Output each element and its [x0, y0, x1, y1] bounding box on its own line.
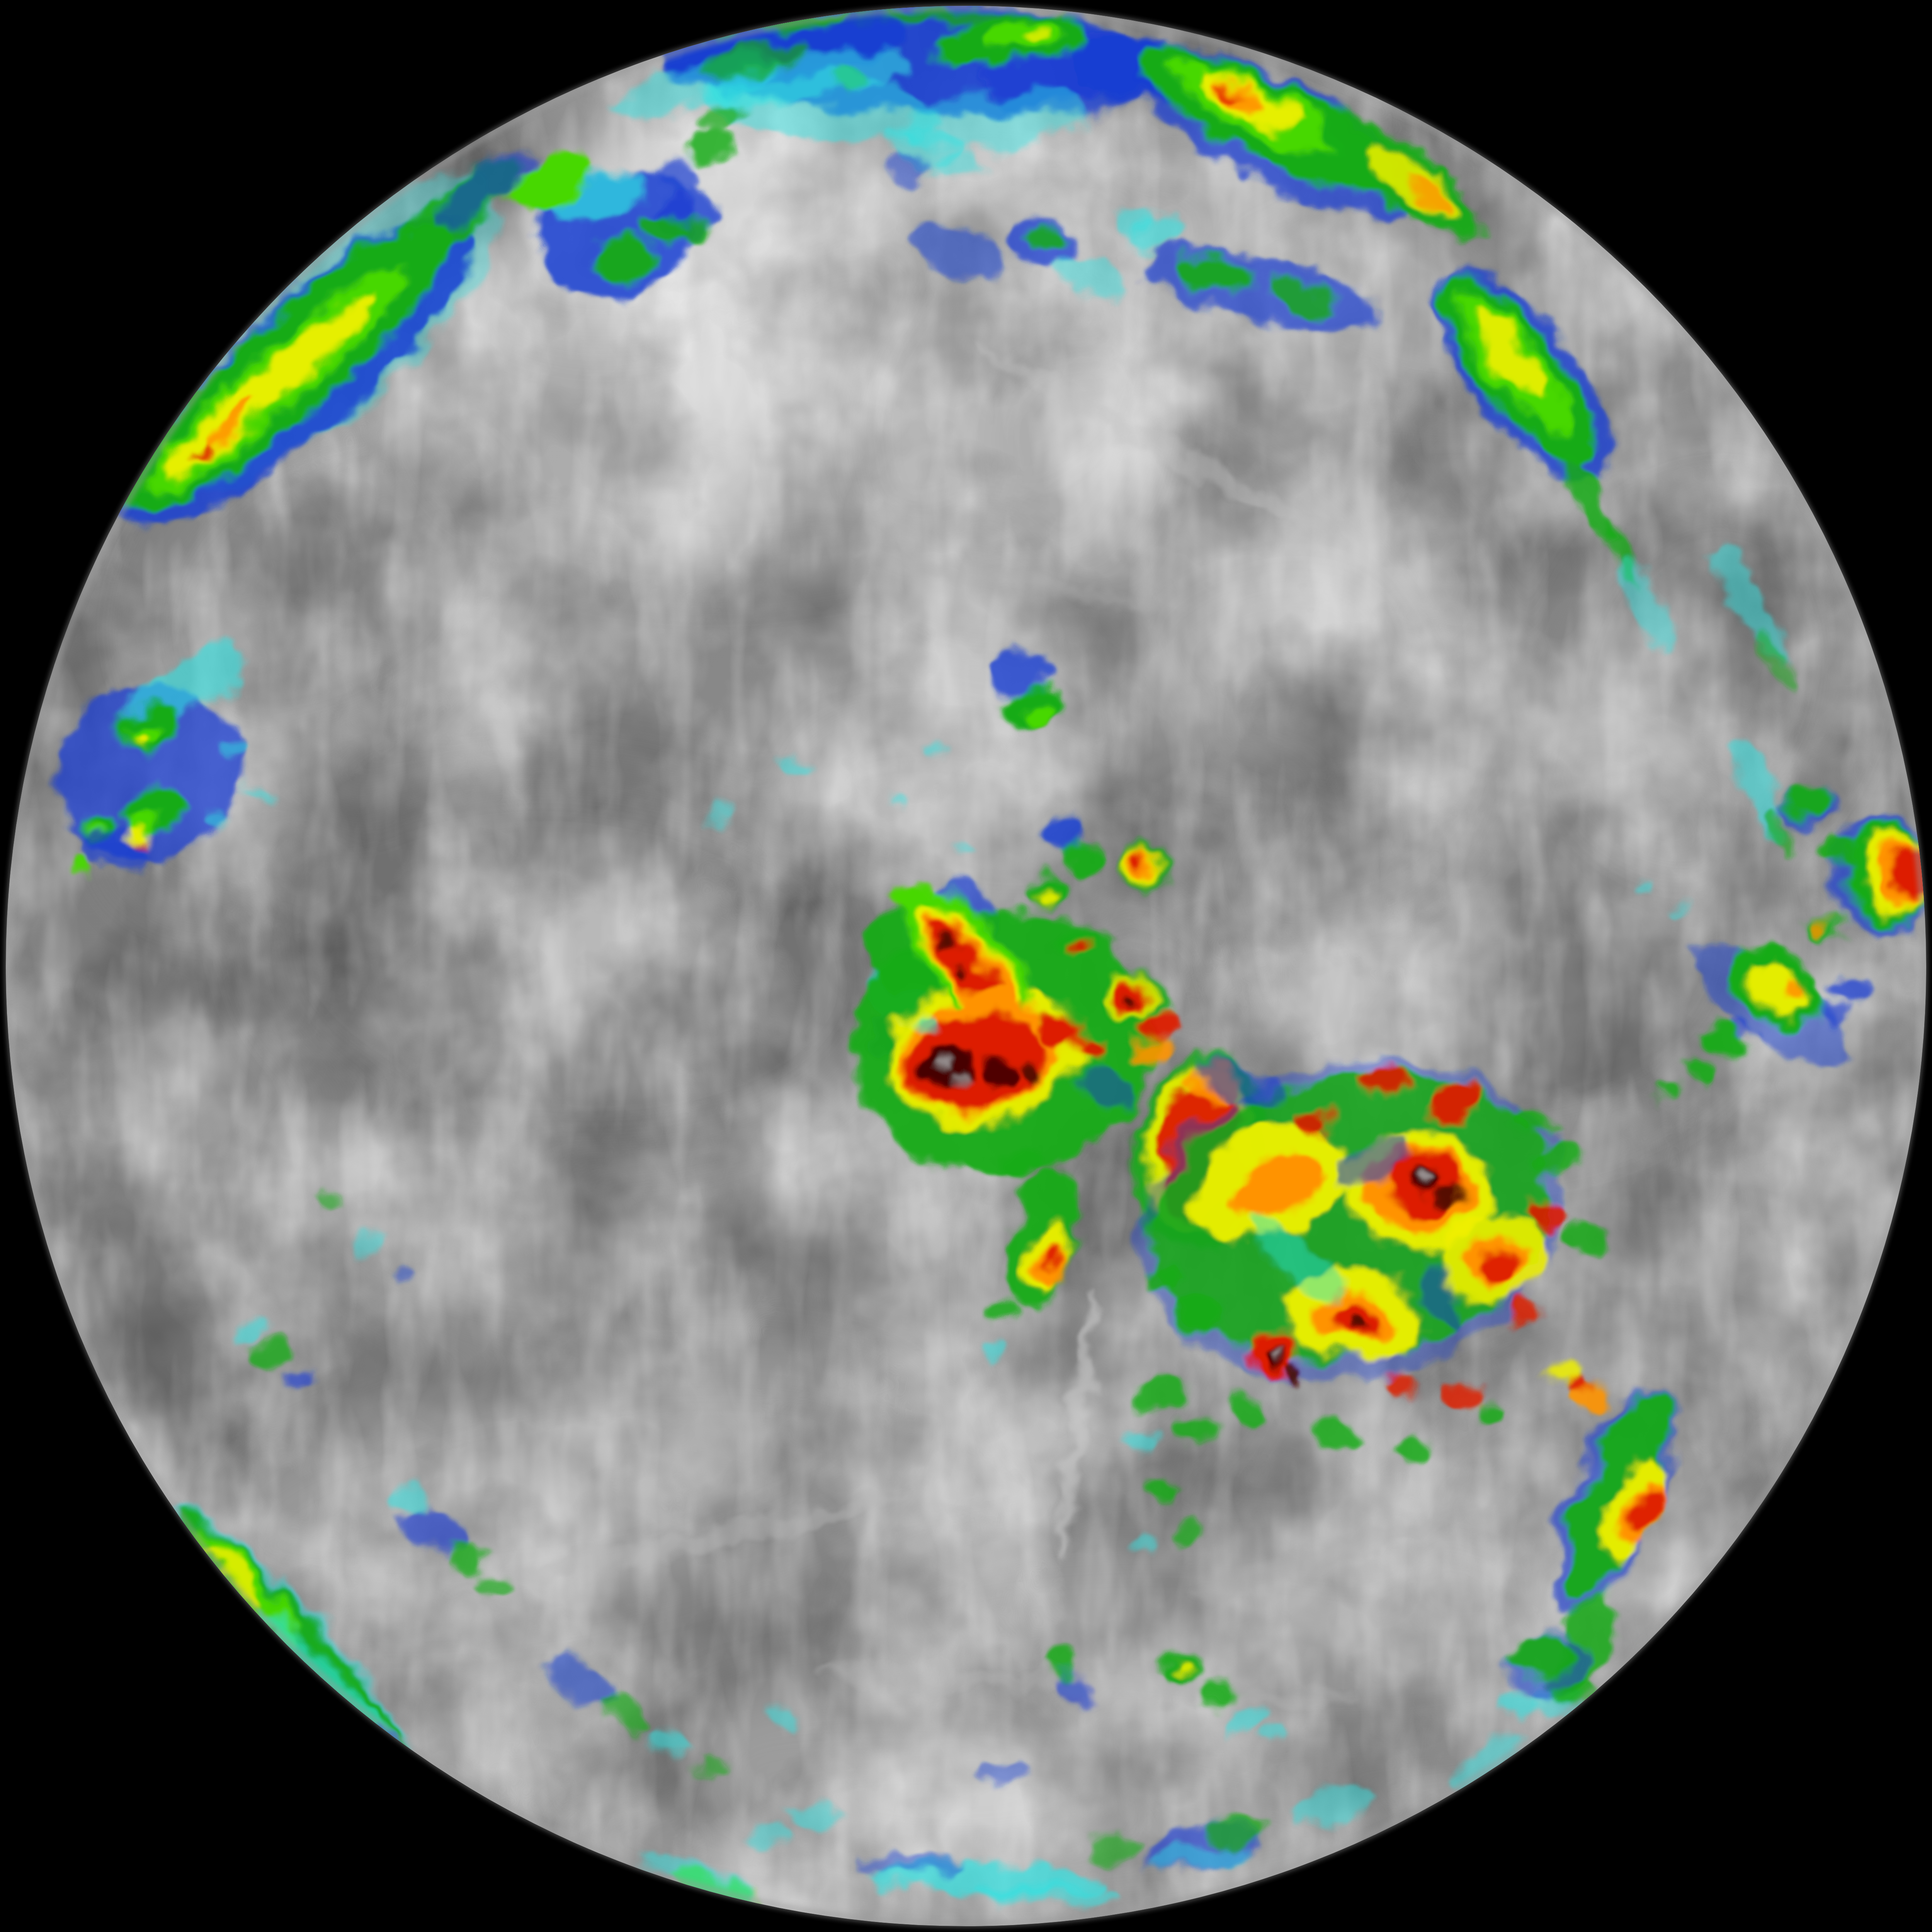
wpac-cyan-e3: [203, 813, 230, 829]
e-chain-blue-2: [1818, 1007, 1845, 1026]
ll-cyan-1: [236, 1321, 263, 1341]
complex-overshoot-1: [934, 1060, 948, 1070]
ll-green-4: [475, 1575, 514, 1598]
itcz-cell-red: [1134, 857, 1150, 871]
complex-red-e1: [1043, 1018, 1078, 1045]
east-maroon-2b: [1441, 1184, 1464, 1204]
east-green-s3: [1229, 1399, 1267, 1426]
ll-blue-1: [286, 1374, 317, 1393]
strip-green-n: [1003, 1146, 1041, 1177]
sacz-yellow-n: [1546, 1362, 1580, 1385]
s-scatter-green-4: [1177, 1519, 1204, 1538]
ne-det-orange: [1134, 1037, 1169, 1061]
east-red-11: [1445, 1381, 1480, 1405]
strip-green-s: [991, 1304, 1022, 1327]
east-green-n3: [1509, 1109, 1548, 1136]
east-green-s2: [1142, 1264, 1180, 1291]
s-scatter-cyan-2: [1134, 1540, 1157, 1555]
east-green-s5: [1393, 1437, 1432, 1464]
ne-arc-cyan-2: [1115, 209, 1157, 232]
e-chain-blue-3: [1731, 1024, 1754, 1039]
wpac-cyan-e1: [216, 746, 247, 761]
earth-disk: [0, 0, 1932, 1932]
polar-cyan-tail-2: [935, 153, 985, 180]
ll-cyan-3: [388, 1486, 427, 1513]
east-red-10: [1505, 1304, 1536, 1327]
e-chain-cell-orange: [1818, 918, 1837, 933]
polar-blue-tail: [885, 153, 931, 180]
itcz-cyan-speck-2: [893, 796, 908, 808]
mid-cyan-speck-2: [707, 806, 734, 821]
band-maroon-1: [935, 933, 954, 949]
itcz-nw-cell-bright: [1020, 703, 1051, 726]
bottom-cyan-2: [1260, 1729, 1291, 1748]
ll-cyan-2: [355, 1229, 383, 1248]
itcz-cyan-speck-3: [952, 844, 968, 856]
se-cluster-green-1: [1507, 1634, 1569, 1677]
s-scatter-green-1: [1134, 1376, 1188, 1410]
itcz-cyan-speck-1: [918, 748, 937, 759]
east-overshoot-2: [1418, 1173, 1434, 1184]
east-maroon-3: [1349, 1318, 1368, 1333]
s-scatter-cyan-1: [1126, 1430, 1157, 1453]
nw-patch-green-3: [684, 218, 715, 238]
east-green-s1: [1175, 1298, 1225, 1333]
east-red-7: [1364, 1068, 1406, 1099]
complex-cyan-w2: [908, 1014, 939, 1034]
east-green-s6: [1472, 1401, 1507, 1424]
strip-cyan-s: [974, 1345, 1001, 1364]
se-cluster-cyan: [1501, 1690, 1536, 1714]
e-cyan-speck-1: [1631, 877, 1654, 893]
nw-patch-blue-s: [659, 164, 701, 191]
east-maroon-4b: [1285, 1368, 1304, 1383]
band-maroon-2: [960, 960, 976, 972]
e-chain-blue-1: [1832, 980, 1870, 1007]
east-green-n1: [1536, 1146, 1582, 1177]
nw-patch-green-2: [641, 213, 688, 243]
east-overshoot-4: [1275, 1350, 1287, 1358]
complex-maroon-3: [1018, 1065, 1045, 1084]
wpac-cyan-e2: [249, 786, 272, 798]
east-red-9: [1528, 1204, 1567, 1235]
complex-red-e2: [1070, 1037, 1097, 1057]
bottom-blue-speck: [981, 1762, 1028, 1785]
s-scatter-green-3: [1146, 1478, 1177, 1501]
east-red-8: [1300, 1109, 1335, 1136]
satellite-image-frame: [0, 0, 1932, 1932]
earth-satellite-image: [0, 0, 1932, 1932]
ne-det-maroon: [1124, 993, 1140, 1005]
east-green-s4: [1312, 1416, 1358, 1447]
wpac-blob-a-yellow: [133, 825, 153, 840]
itcz-nw-yellow-3: [1036, 887, 1055, 902]
complex-maroon-2: [980, 1063, 1014, 1090]
east-red-12: [1381, 1374, 1412, 1397]
wpac-blob-b-yellow: [133, 734, 149, 746]
ll-green-1: [253, 1341, 292, 1368]
bottom-yellow-2: [1173, 1658, 1196, 1673]
ll-blue-2: [396, 1269, 419, 1285]
itcz-nw-green-2: [1065, 844, 1099, 867]
mid-cyan-speck-1: [784, 755, 815, 775]
complex-n-cell-red: [1070, 941, 1090, 956]
ll-green-2: [319, 1192, 342, 1208]
east-red-6: [1426, 1084, 1476, 1122]
e-cell-s-green: [1824, 838, 1855, 862]
wpac-blob-d-bright: [66, 854, 89, 873]
ne-det-red-2: [1144, 1014, 1175, 1037]
s-scatter-green-2: [1173, 1418, 1211, 1445]
complex-overshoot-2: [952, 1072, 961, 1080]
e-cyan-speck-2: [1675, 906, 1694, 918]
nw-patch-green-1: [597, 240, 655, 278]
bottom-limb-green: [1090, 1835, 1136, 1859]
east-green-n2: [1567, 1225, 1605, 1252]
east-red-5: [1476, 1250, 1519, 1281]
